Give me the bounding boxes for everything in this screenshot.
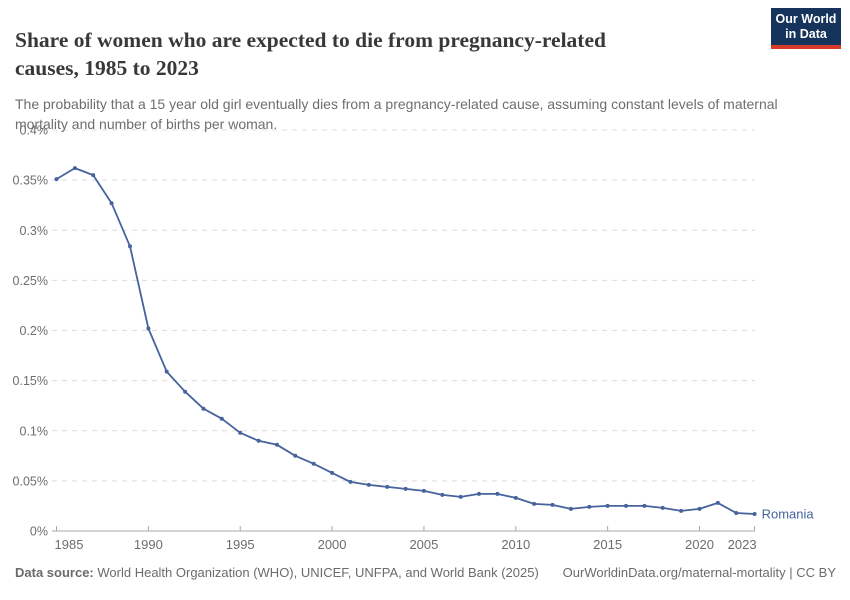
data-point[interactable]: [568, 506, 573, 511]
data-point[interactable]: [293, 453, 298, 458]
owid-logo[interactable]: Our World in Data: [771, 8, 841, 49]
data-source-label: Data source:: [15, 565, 94, 580]
romania-trend-line: [56, 167, 755, 515]
data-point[interactable]: [605, 503, 610, 508]
data-point[interactable]: [164, 369, 169, 374]
x-axis-tick-label: 2005: [409, 537, 438, 552]
chart-footer: Data source: World Health Organization (…: [15, 565, 836, 580]
data-point[interactable]: [624, 503, 628, 508]
data-source-value: World Health Organization (WHO), UNICEF,…: [97, 565, 539, 580]
data-point[interactable]: [128, 244, 132, 249]
y-axis-tick-label: 0%: [30, 525, 48, 539]
chart-subtitle: The probability that a 15 year old girl …: [15, 96, 778, 132]
attribution-link[interactable]: OurWorldinData.org/maternal-mortality | …: [562, 565, 836, 580]
data-point[interactable]: [421, 488, 426, 493]
data-point[interactable]: [752, 512, 757, 516]
data-point[interactable]: [403, 486, 408, 491]
y-axis-tick-label: 0.05%: [13, 474, 48, 488]
y-axis-tick-label: 0.1%: [20, 424, 49, 438]
title-line-1: Share of women who are expected to die f…: [15, 28, 606, 53]
x-axis-tick-label: 2020: [685, 537, 714, 552]
series-label-romania[interactable]: Romania: [762, 507, 815, 522]
data-point[interactable]: [550, 502, 555, 507]
x-axis-tick-label: 1990: [134, 537, 163, 552]
data-point[interactable]: [366, 482, 371, 487]
y-axis-tick-label: 0.25%: [13, 274, 48, 288]
x-axis-tick-label: 2015: [593, 537, 622, 552]
logo-line-2: in Data: [785, 26, 827, 41]
data-point[interactable]: [458, 494, 463, 499]
data-point[interactable]: [679, 508, 684, 513]
y-axis-tick-label: 0.15%: [13, 374, 48, 388]
data-point[interactable]: [495, 491, 500, 496]
data-point[interactable]: [532, 501, 537, 506]
data-point[interactable]: [440, 492, 445, 497]
x-axis-tick-label: 1985: [55, 537, 84, 552]
y-axis-tick-label: 0.35%: [13, 174, 48, 188]
data-point[interactable]: [715, 500, 720, 505]
data-point[interactable]: [311, 461, 316, 466]
title-line-2: causes, 1985 to 2023: [15, 56, 199, 81]
data-point[interactable]: [734, 511, 739, 515]
logo-line-1: Our World: [775, 11, 837, 26]
data-source: Data source: World Health Organization (…: [15, 565, 539, 580]
data-point[interactable]: [660, 505, 665, 510]
data-point[interactable]: [146, 326, 151, 331]
data-point[interactable]: [642, 503, 647, 508]
data-point[interactable]: [54, 177, 59, 182]
data-point[interactable]: [109, 201, 114, 206]
data-point[interactable]: [697, 506, 702, 511]
data-point[interactable]: [513, 495, 518, 500]
y-axis-tick-label: 0.4%: [20, 124, 49, 138]
data-point[interactable]: [72, 166, 77, 171]
data-point[interactable]: [330, 470, 335, 475]
x-axis-tick-label: 2023: [728, 537, 757, 552]
y-axis-tick-label: 0.3%: [20, 224, 49, 238]
data-point[interactable]: [201, 406, 206, 411]
data-point[interactable]: [256, 438, 261, 443]
data-point[interactable]: [91, 173, 96, 178]
data-point[interactable]: [385, 484, 390, 489]
x-axis-tick-label: 2000: [318, 537, 347, 552]
data-point[interactable]: [238, 430, 243, 435]
data-point[interactable]: [219, 416, 224, 421]
data-point[interactable]: [477, 491, 481, 496]
x-axis-tick-label: 1995: [226, 537, 255, 552]
data-point[interactable]: [348, 479, 353, 484]
data-point[interactable]: [275, 442, 279, 447]
data-point[interactable]: [587, 504, 592, 509]
y-axis-tick-label: 0.2%: [20, 324, 49, 338]
x-axis-tick-label: 2010: [501, 537, 530, 552]
page-title: Share of women who are expected to die f…: [15, 26, 606, 82]
data-point[interactable]: [183, 389, 188, 394]
